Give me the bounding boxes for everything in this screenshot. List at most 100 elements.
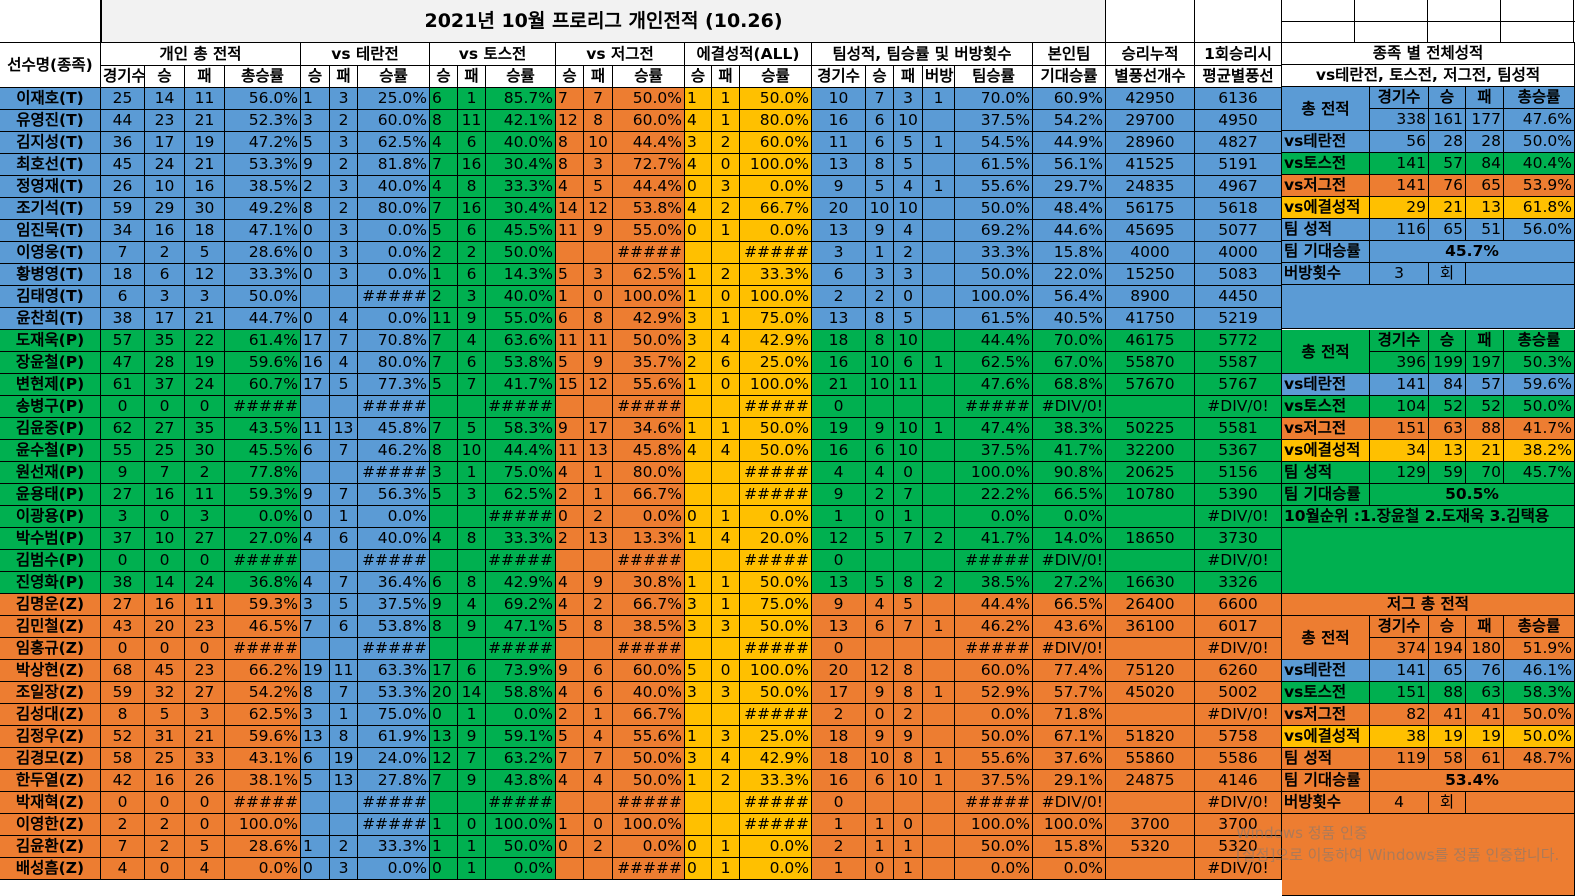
data-cell[interactable]: ##### <box>486 792 556 814</box>
data-cell[interactable]: 3 <box>458 286 486 308</box>
data-cell[interactable]: 0 <box>458 814 486 836</box>
data-cell[interactable]: 44 <box>101 110 145 132</box>
header-sub[interactable]: 패 <box>185 66 225 88</box>
data-cell[interactable]: 43.1% <box>225 748 301 770</box>
data-cell[interactable]: 0 <box>185 396 225 418</box>
data-cell[interactable]: 7 <box>894 616 923 638</box>
data-cell[interactable]: 1 <box>923 616 955 638</box>
data-cell[interactable]: 13.3% <box>613 528 685 550</box>
data-cell[interactable]: 24875 <box>1106 770 1195 792</box>
data-cell[interactable]: 11 <box>584 330 613 352</box>
player-name[interactable]: 임홍규(Z) <box>0 638 101 660</box>
data-cell[interactable]: 0 <box>866 858 894 880</box>
data-cell[interactable]: #DIV/0! <box>1033 792 1106 814</box>
data-cell[interactable]: 52.3% <box>225 110 301 132</box>
data-cell[interactable]: 5156 <box>1195 462 1282 484</box>
data-cell[interactable]: #DIV/0! <box>1033 638 1106 660</box>
player-name[interactable]: 이광용(P) <box>0 506 101 528</box>
data-cell[interactable]: 77.3% <box>358 374 430 396</box>
blank-cell[interactable] <box>1466 263 1575 285</box>
data-cell[interactable]: 10 <box>894 440 923 462</box>
data-cell[interactable]: 20 <box>812 660 866 682</box>
data-cell[interactable]: 46.2% <box>955 616 1033 638</box>
summary-value[interactable]: 34 <box>1370 440 1429 462</box>
data-cell[interactable]: 5 <box>894 132 923 154</box>
data-cell[interactable]: 11 <box>556 330 584 352</box>
data-cell[interactable]: 5 <box>556 352 584 374</box>
data-cell[interactable]: 26 <box>185 770 225 792</box>
data-cell[interactable]: 25 <box>145 748 185 770</box>
data-cell[interactable]: 22.0% <box>1033 264 1106 286</box>
data-cell[interactable]: 0 <box>185 814 225 836</box>
data-cell[interactable] <box>330 792 358 814</box>
data-cell[interactable]: 37.5% <box>955 440 1033 462</box>
data-cell[interactable]: 56.0% <box>225 88 301 110</box>
data-cell[interactable]: 5 <box>894 154 923 176</box>
data-cell[interactable] <box>712 396 740 418</box>
summary-total[interactable]: 51.9% <box>1504 638 1575 660</box>
header-sub[interactable]: 경기수 <box>812 66 866 88</box>
data-cell[interactable]: 4 <box>458 330 486 352</box>
summary-value[interactable]: 61 <box>1466 748 1504 770</box>
data-cell[interactable]: 7 <box>584 748 613 770</box>
data-cell[interactable]: 11 <box>812 132 866 154</box>
data-cell[interactable]: 4967 <box>1195 176 1282 198</box>
data-cell[interactable]: 4 <box>556 462 584 484</box>
summary-row-label[interactable]: vs토스전 <box>1282 153 1370 175</box>
data-cell[interactable]: 60.0% <box>358 110 430 132</box>
data-cell[interactable]: 0 <box>185 792 225 814</box>
data-cell[interactable]: 100.0% <box>955 286 1033 308</box>
data-cell[interactable]: 2 <box>556 484 584 506</box>
summary-value[interactable]: 129 <box>1370 462 1429 484</box>
data-cell[interactable]: 7 <box>458 748 486 770</box>
data-cell[interactable] <box>923 154 955 176</box>
data-cell[interactable]: 8 <box>330 726 358 748</box>
summary-value[interactable]: 141 <box>1370 175 1429 197</box>
data-cell[interactable] <box>923 638 955 660</box>
data-cell[interactable] <box>301 814 330 836</box>
player-name[interactable]: 배성흠(Z) <box>0 858 101 880</box>
data-cell[interactable]: 28960 <box>1106 132 1195 154</box>
blank-cell[interactable] <box>1195 0 1282 43</box>
data-cell[interactable]: 0 <box>685 858 712 880</box>
data-cell[interactable]: 7 <box>330 330 358 352</box>
data-cell[interactable]: 6 <box>584 660 613 682</box>
data-cell[interactable]: 6 <box>430 572 458 594</box>
player-name[interactable]: 이재호(T) <box>0 88 101 110</box>
data-cell[interactable]: 0 <box>584 286 613 308</box>
data-cell[interactable]: 5 <box>430 484 458 506</box>
player-name[interactable]: 조기석(T) <box>0 198 101 220</box>
data-cell[interactable]: 25 <box>101 88 145 110</box>
data-cell[interactable]: 0 <box>712 286 740 308</box>
data-cell[interactable]: 7 <box>101 242 145 264</box>
summary-value[interactable]: 56.0% <box>1504 219 1575 241</box>
data-cell[interactable]: 5 <box>145 704 185 726</box>
data-cell[interactable]: 1 <box>458 858 486 880</box>
data-cell[interactable]: 0 <box>556 836 584 858</box>
data-cell[interactable]: ##### <box>613 242 685 264</box>
data-cell[interactable]: 8900 <box>1106 286 1195 308</box>
data-cell[interactable]: 7 <box>430 352 458 374</box>
data-cell[interactable]: 4 <box>430 176 458 198</box>
data-cell[interactable]: ##### <box>358 396 430 418</box>
blank-cell[interactable] <box>1282 528 1575 594</box>
summary-header[interactable]: 승 <box>1429 616 1466 638</box>
data-cell[interactable]: 2 <box>185 462 225 484</box>
summary-header[interactable]: 패 <box>1466 87 1504 109</box>
data-cell[interactable] <box>301 638 330 660</box>
data-cell[interactable]: 5 <box>430 374 458 396</box>
player-name[interactable]: 김정우(Z) <box>0 726 101 748</box>
data-cell[interactable]: 2 <box>430 286 458 308</box>
summary-row-label[interactable]: vs에결성적 <box>1282 197 1370 219</box>
data-cell[interactable]: 77.4% <box>1033 660 1106 682</box>
data-cell[interactable]: 0.0% <box>486 858 556 880</box>
summary-value[interactable]: 84 <box>1429 374 1466 396</box>
data-cell[interactable] <box>430 396 458 418</box>
data-cell[interactable] <box>556 792 584 814</box>
data-cell[interactable]: 15.8% <box>1033 836 1106 858</box>
data-cell[interactable]: 7 <box>894 484 923 506</box>
data-cell[interactable]: 9 <box>458 726 486 748</box>
player-name[interactable]: 원선재(P) <box>0 462 101 484</box>
data-cell[interactable]: 41750 <box>1106 308 1195 330</box>
data-cell[interactable]: 60.7% <box>225 374 301 396</box>
